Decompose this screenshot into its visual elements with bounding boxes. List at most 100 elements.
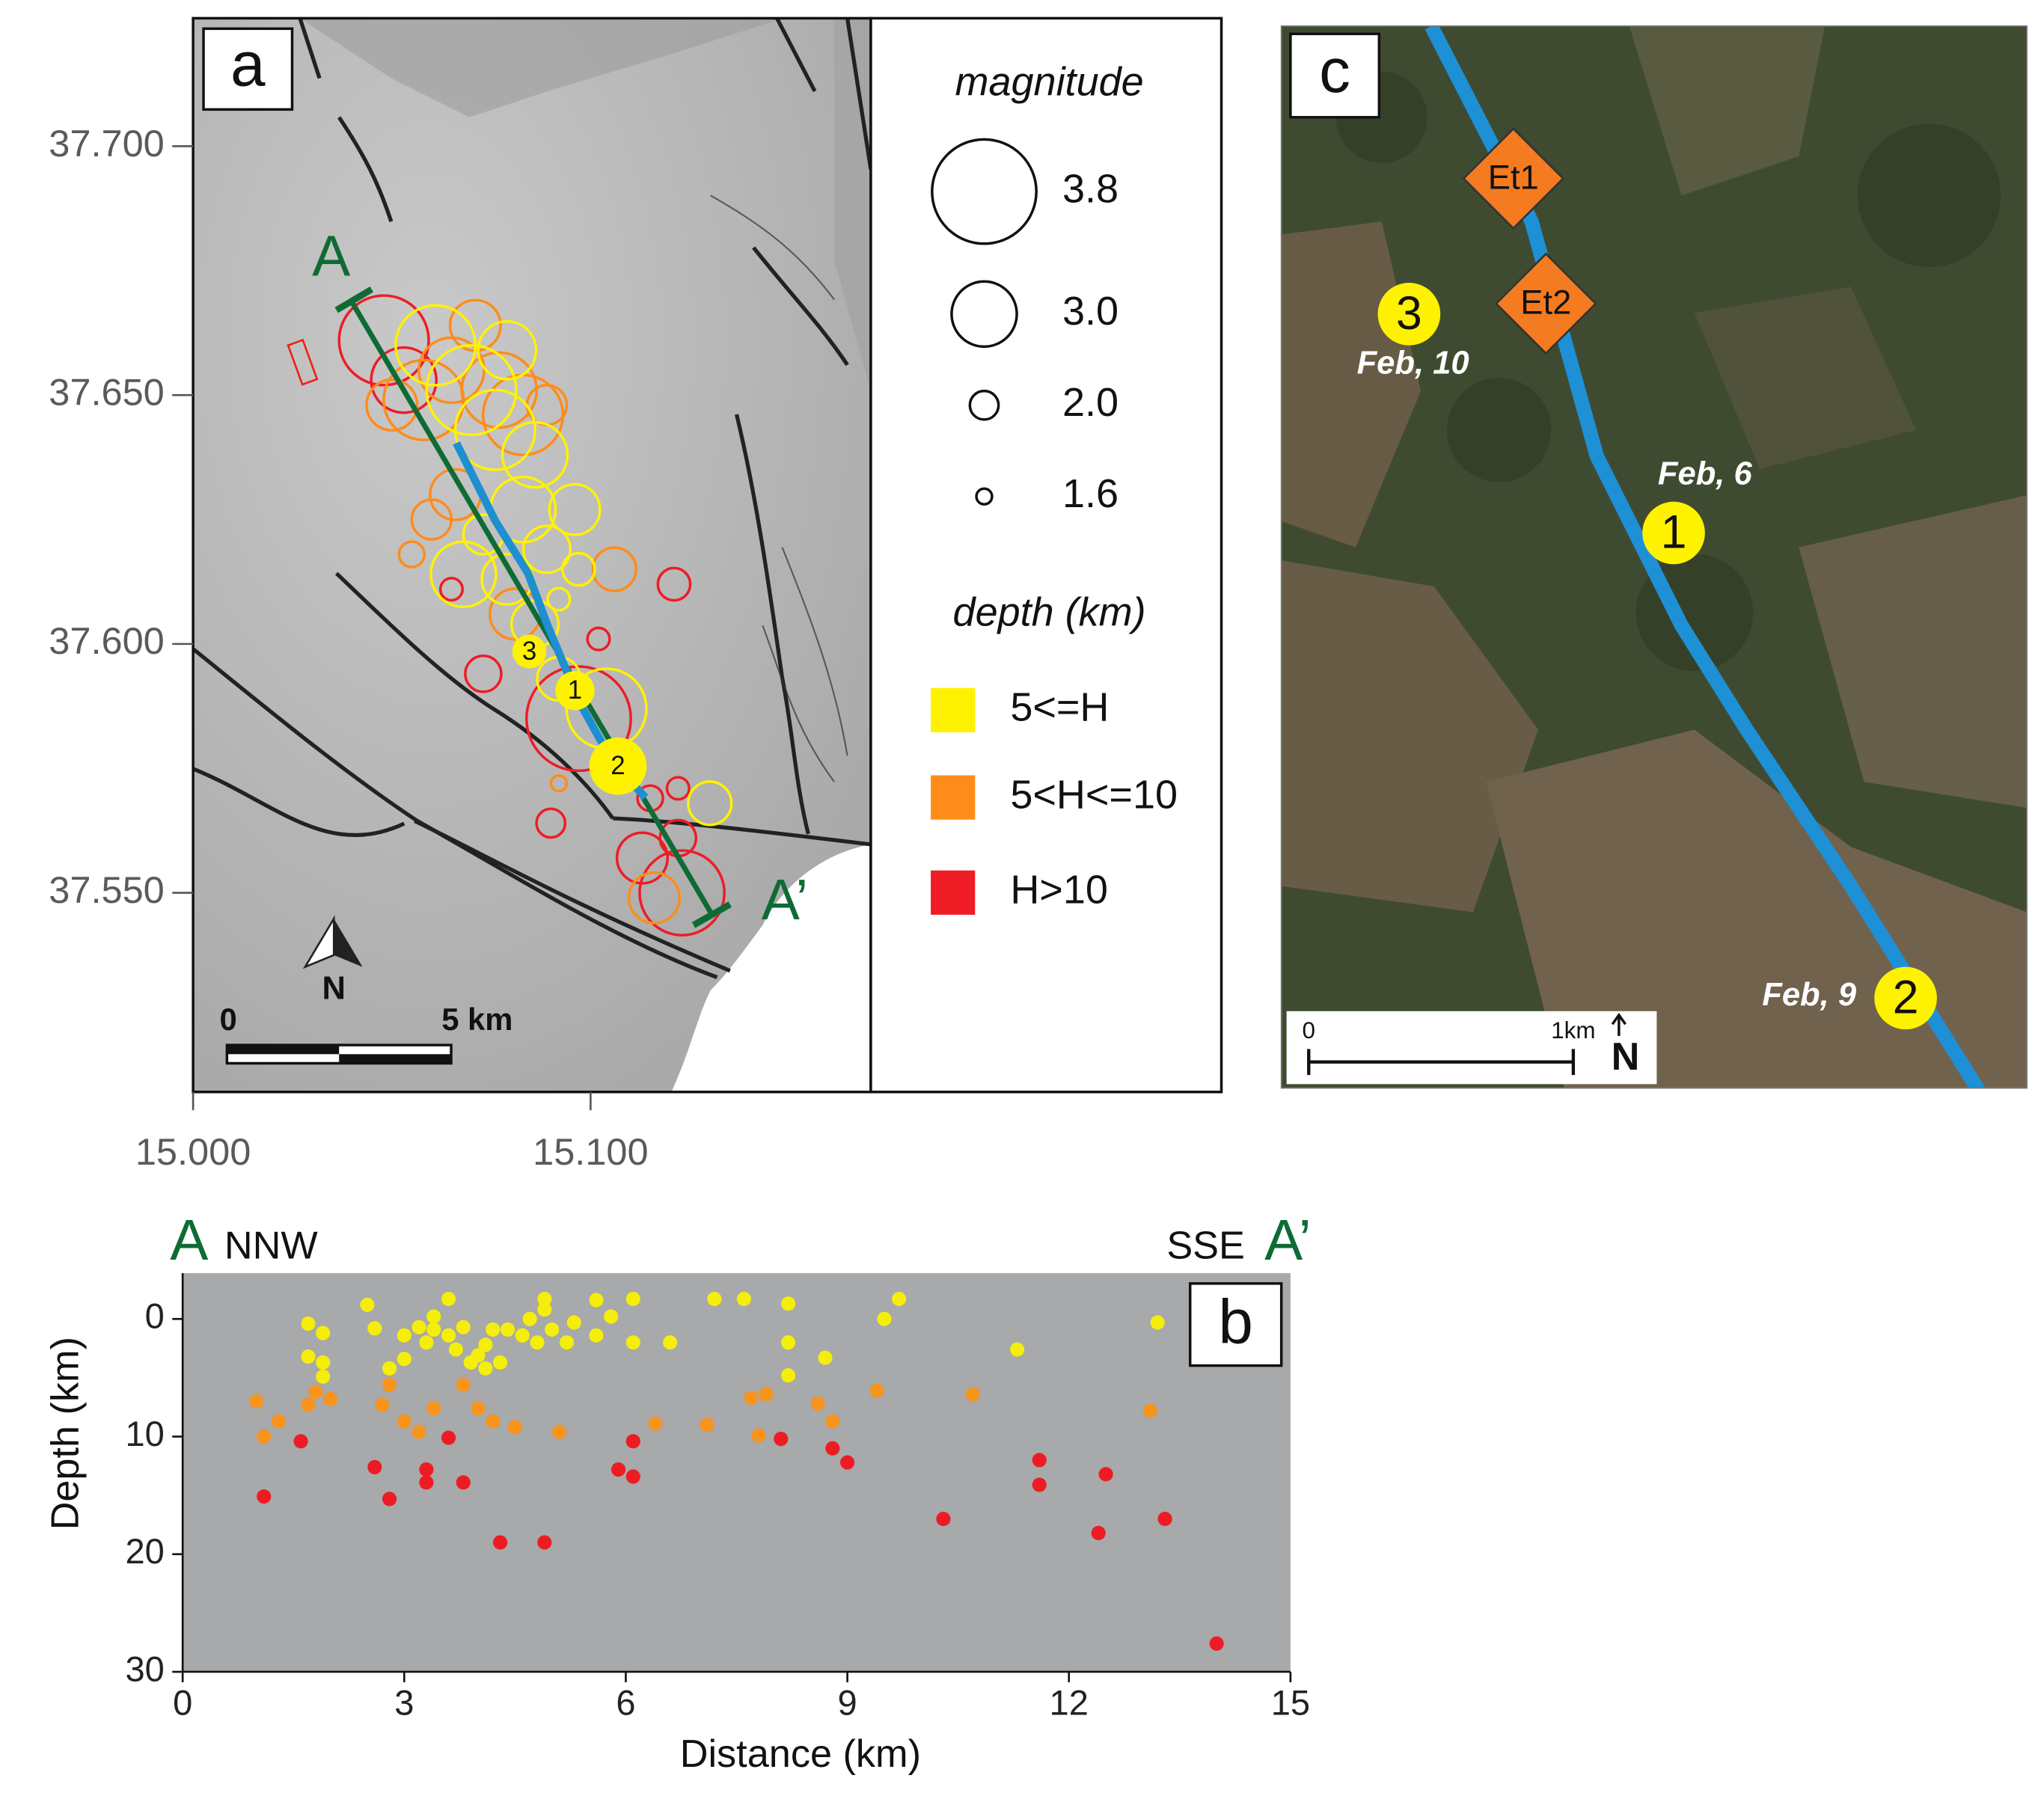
hypocenter	[441, 1291, 456, 1307]
hypocenter	[411, 1320, 426, 1334]
y-tick-label: 37.600	[49, 619, 164, 662]
event-circle	[453, 388, 536, 471]
hypocenter	[257, 1429, 272, 1444]
panel-letter: b	[1218, 1286, 1253, 1356]
edge-label: A	[170, 1209, 208, 1272]
hypocenter	[869, 1383, 884, 1398]
legend-title: depth (km)	[953, 589, 1146, 634]
event-circle	[477, 319, 538, 381]
event-circle	[591, 546, 637, 592]
event-circle	[370, 346, 438, 414]
hypocenter	[545, 1322, 560, 1337]
hypocenter	[426, 1322, 441, 1337]
hypocenter	[419, 1335, 434, 1350]
event-label: 1	[568, 675, 582, 705]
hypocenter	[308, 1385, 323, 1400]
hypocenter	[625, 1434, 640, 1449]
site-marker	[1462, 127, 1565, 230]
hypocenter	[500, 1322, 515, 1337]
event-circle	[549, 774, 569, 793]
hypocenter	[507, 1420, 522, 1435]
panel-letter-box	[1289, 32, 1381, 119]
hypocenter	[877, 1311, 892, 1326]
edge-label: SSE	[1166, 1225, 1245, 1268]
event-marker	[1377, 283, 1441, 346]
site-box	[287, 338, 319, 386]
hypocenter	[566, 1315, 581, 1330]
y-tick-label: 37.550	[49, 868, 164, 911]
x-tick-label: 6	[616, 1683, 635, 1723]
event-label: 3	[1396, 287, 1422, 340]
hypocenter	[316, 1355, 331, 1370]
size-legend-circle	[968, 389, 1000, 421]
x-tick-label: 15	[1271, 1683, 1310, 1723]
event-circle	[417, 336, 486, 405]
hypocenter	[471, 1348, 486, 1363]
hypocenter	[759, 1387, 774, 1402]
trace	[1425, 25, 1986, 1088]
edge-label: NNW	[224, 1225, 318, 1268]
hypocenter	[515, 1328, 530, 1343]
hypocenter	[456, 1320, 471, 1334]
event-circle	[665, 776, 691, 801]
size-legend-title: magnitude	[955, 59, 1143, 104]
hypocenter	[522, 1311, 537, 1326]
hypocenter	[397, 1414, 411, 1429]
event-label: 2	[1893, 971, 1919, 1023]
event-circle	[365, 378, 419, 432]
hypocenter	[456, 1475, 471, 1490]
hypocenter	[552, 1424, 567, 1439]
event-circle	[525, 665, 632, 773]
profile-line	[349, 301, 713, 914]
legend-label: 5<=H	[1010, 685, 1109, 730]
hypocenter	[604, 1309, 619, 1324]
scale-label: 0	[1303, 1017, 1315, 1043]
hypocenter	[1032, 1453, 1047, 1468]
event-circle	[464, 655, 503, 693]
hypocenter	[426, 1309, 441, 1324]
size-legend-circle	[975, 487, 994, 506]
hypocenter	[839, 1455, 855, 1470]
hypocenter	[781, 1296, 796, 1311]
y-axis-title: Depth (km)	[44, 1337, 88, 1530]
event-circle	[410, 498, 453, 541]
panel-b-plot	[183, 1272, 1291, 1672]
hypocenter	[301, 1316, 316, 1331]
hypocenter	[625, 1469, 640, 1484]
event-circle	[438, 577, 464, 602]
hypocenter	[537, 1302, 552, 1317]
north-arrow	[302, 915, 335, 969]
hypocenter	[825, 1414, 840, 1429]
hypocenter	[892, 1291, 907, 1307]
panel-a-map: 3 1 2 A A’ N 0 5 km	[193, 18, 871, 1092]
event-marker	[512, 634, 547, 669]
hypocenter	[419, 1475, 434, 1490]
legend-label: H>10	[1010, 868, 1108, 913]
hillshade	[193, 18, 871, 1092]
panel-letter: c	[1319, 35, 1350, 105]
north-label: N	[1612, 1035, 1640, 1079]
event-marker	[555, 671, 595, 711]
event-circle	[460, 351, 538, 429]
hypocenter	[1032, 1477, 1047, 1492]
hypocenter	[448, 1342, 463, 1357]
event-date: Feb, 10	[1357, 345, 1469, 381]
panel-c-frame	[1280, 25, 2028, 1089]
size-legend-label: 3.8	[1062, 166, 1119, 211]
event-circle	[535, 807, 567, 839]
x-axis-title: Distance (km)	[680, 1732, 921, 1776]
hypocenter	[589, 1293, 604, 1308]
hypocenter	[663, 1335, 678, 1350]
size-legend-label: 1.6	[1062, 471, 1119, 516]
event-circle	[586, 626, 611, 652]
hypocenter	[1142, 1403, 1157, 1418]
profile-end	[334, 286, 373, 313]
hypocenter	[375, 1397, 390, 1412]
hypocenter	[382, 1377, 397, 1392]
hypocenter	[611, 1462, 626, 1477]
hypocenter	[426, 1401, 441, 1416]
hypocenter	[486, 1322, 501, 1337]
hypocenter	[441, 1430, 456, 1445]
y-tick-label: 37.700	[49, 122, 164, 165]
hypocenter	[397, 1328, 411, 1343]
